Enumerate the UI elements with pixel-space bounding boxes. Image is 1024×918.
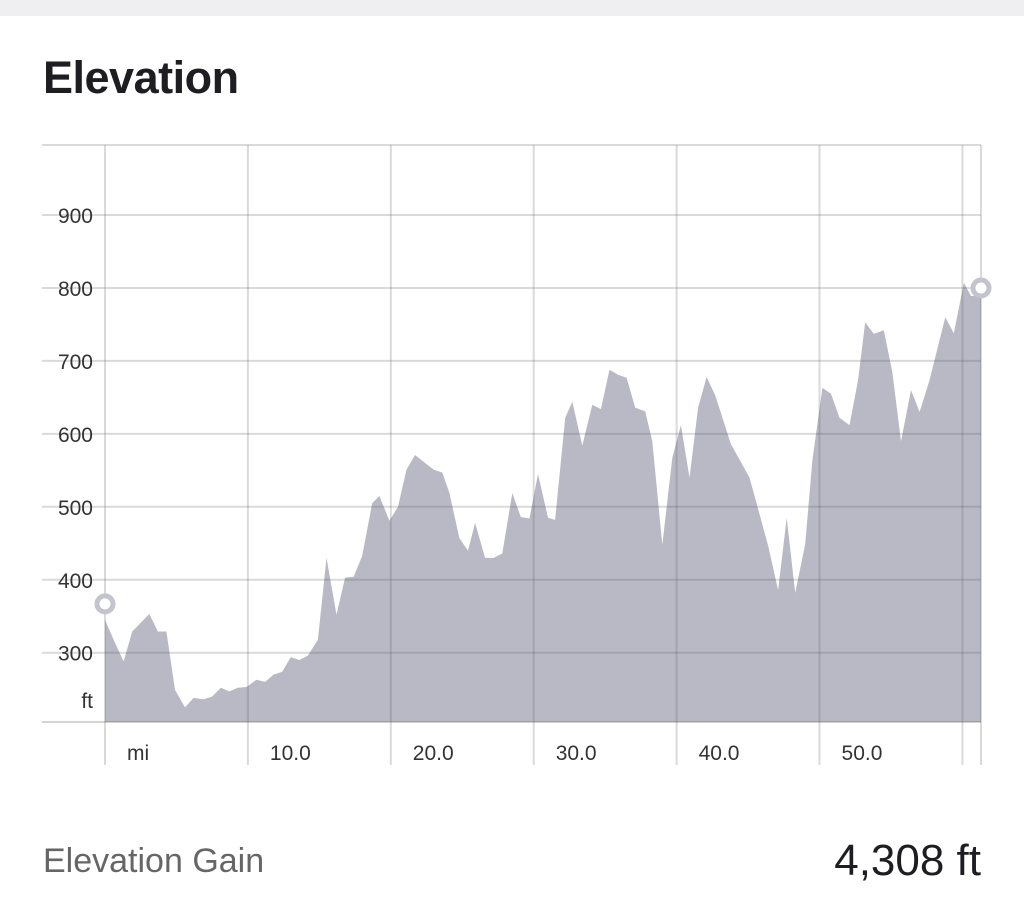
y-tick-label: 500 [58, 497, 93, 520]
x-tick-label: 20.0 [413, 742, 454, 765]
x-tick-label: mi [127, 742, 149, 765]
y-tick-label: 900 [58, 205, 93, 228]
x-tick-label: 30.0 [556, 742, 597, 765]
chart-title: Elevation [43, 52, 239, 103]
y-axis-unit-label: ft [81, 690, 93, 713]
start-marker [94, 593, 116, 615]
y-tick-label: 400 [58, 570, 93, 593]
top-bar [0, 0, 1024, 16]
y-tick-label: 700 [58, 351, 93, 374]
y-tick-label: 600 [58, 424, 93, 447]
elevation-area [105, 282, 981, 722]
y-tick-label: 300 [58, 643, 93, 666]
elevation-gain-label: Elevation Gain [43, 842, 265, 880]
elevation-gain-value: 4,308 ft [834, 836, 981, 885]
x-tick-label: 50.0 [842, 742, 883, 765]
end-marker [970, 277, 992, 299]
x-tick-label: 40.0 [699, 742, 740, 765]
elevation-chart: 300 400 500 600 700 800 900 ft mi 10.0 20.0 30.0 40.… [42, 144, 992, 765]
x-tick-label: 10.0 [270, 742, 311, 765]
y-tick-label: 800 [58, 278, 93, 301]
